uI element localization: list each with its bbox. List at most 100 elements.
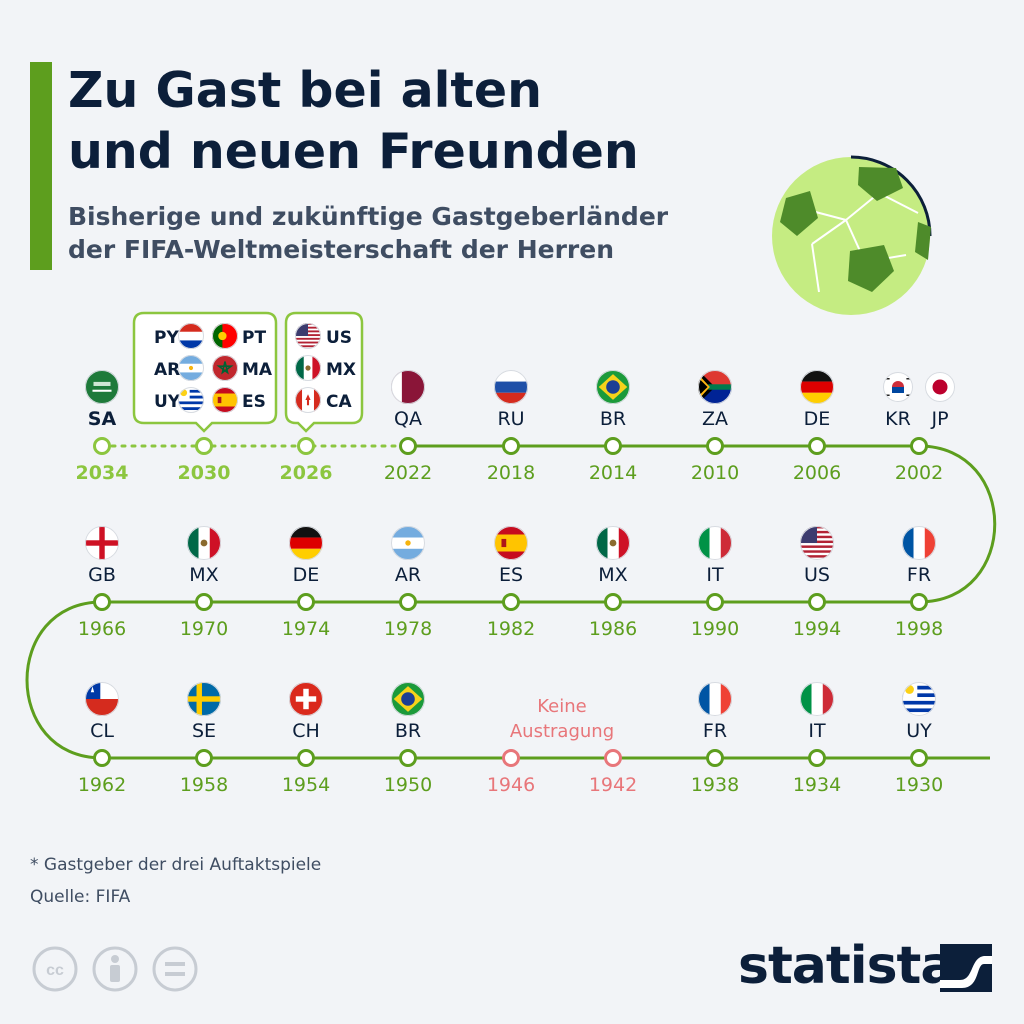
country-code-label: CL xyxy=(90,720,114,742)
timeline-node xyxy=(195,593,213,611)
timeline-entry-1986: 1986 MX xyxy=(589,526,637,640)
year-label: 1954 xyxy=(282,774,330,796)
flag-ch-icon xyxy=(289,682,323,716)
year-label: 2034 xyxy=(76,462,129,484)
country-code-label: JP xyxy=(930,408,948,430)
flag-ru-icon xyxy=(494,370,528,404)
host-code-label: CA xyxy=(326,392,352,412)
source-note: Quelle: FIFA xyxy=(30,887,131,907)
host-code-label: PT xyxy=(242,328,266,348)
timeline-node xyxy=(502,437,520,455)
timeline-entry-1994: 1994 US xyxy=(793,526,841,640)
timeline-node xyxy=(910,437,928,455)
timeline-node xyxy=(910,593,928,611)
flag-de-icon xyxy=(289,526,323,560)
country-code-label: US xyxy=(804,564,830,586)
flag-mx-icon xyxy=(295,355,321,381)
country-code-label: CH xyxy=(292,720,320,742)
flag-uy-icon xyxy=(178,387,204,413)
country-code-label: DE xyxy=(804,408,831,430)
hosts-2030-bubble: PY* PT AR* MA UY* ES xyxy=(132,311,278,433)
timeline-node xyxy=(297,593,315,611)
flag-ma-icon xyxy=(212,355,238,381)
timeline-node xyxy=(297,437,315,455)
timeline-node xyxy=(502,749,520,767)
year-label: 1946 xyxy=(487,774,535,796)
timeline-entry-1934: 1934 IT xyxy=(793,682,841,796)
country-code-label: DE xyxy=(293,564,320,586)
timeline-node xyxy=(297,749,315,767)
country-code-label: FR xyxy=(703,720,727,742)
country-code-label: RU xyxy=(497,408,524,430)
year-label: 2014 xyxy=(589,462,637,484)
country-code-label: IT xyxy=(706,564,724,586)
year-label: 1974 xyxy=(282,618,330,640)
flag-de-icon xyxy=(800,370,834,404)
flag-jp-icon xyxy=(925,372,955,402)
timeline-entry-2026: 2026 xyxy=(280,437,333,484)
license-icons: cc xyxy=(32,946,198,992)
country-code-label: IT xyxy=(808,720,826,742)
year-label: 1994 xyxy=(793,618,841,640)
country-code-label: UY xyxy=(906,720,932,742)
host-entry: PT xyxy=(212,323,266,349)
timeline-entry-1942: 1942 xyxy=(589,749,637,796)
host-entry: US xyxy=(295,323,352,349)
year-label: 1998 xyxy=(895,618,943,640)
year-label: 1966 xyxy=(78,618,126,640)
timeline-node xyxy=(93,437,111,455)
country-code-label: BR xyxy=(600,408,626,430)
flag-it-icon xyxy=(698,526,732,560)
year-label: 2026 xyxy=(280,462,333,484)
year-label: 1950 xyxy=(384,774,432,796)
year-label: 2010 xyxy=(691,462,739,484)
country-code-label: SE xyxy=(192,720,216,742)
host-entry: MA xyxy=(212,355,273,381)
attribution-icon xyxy=(92,946,138,992)
timeline-entry-2034: 2034 SA xyxy=(76,370,129,484)
year-label: 1958 xyxy=(180,774,228,796)
flag-es-icon xyxy=(212,387,238,413)
flag-sa-icon xyxy=(85,370,119,404)
flag-gb-icon xyxy=(85,526,119,560)
timeline-entry-1946: 1946 xyxy=(487,749,535,796)
svg-text:cc: cc xyxy=(46,962,64,979)
timeline-entry-1938: 1938 FR xyxy=(691,682,739,796)
year-label: 1942 xyxy=(589,774,637,796)
timeline-entry-1982: 1982 ES xyxy=(487,526,535,640)
year-label: 1930 xyxy=(895,774,943,796)
timeline-node xyxy=(808,437,826,455)
year-label: 1970 xyxy=(180,618,228,640)
statista-logo: statista xyxy=(738,936,955,996)
flag-uy-icon xyxy=(902,682,936,716)
title-accent-bar xyxy=(30,62,52,270)
timeline-entry-2018: 2018 RU xyxy=(487,370,535,484)
timeline-entry-1950: 1950 BR xyxy=(384,682,432,796)
flag-us-icon xyxy=(295,323,321,349)
year-label: 1938 xyxy=(691,774,739,796)
timeline-node xyxy=(195,749,213,767)
timeline-node xyxy=(604,437,622,455)
timeline-node xyxy=(93,593,111,611)
flag-fr-icon xyxy=(698,682,732,716)
no-derivatives-icon xyxy=(152,946,198,992)
year-label: 2002 xyxy=(895,462,943,484)
timeline-node xyxy=(706,749,724,767)
country-code-label: ZA xyxy=(702,408,728,430)
year-label: 2018 xyxy=(487,462,535,484)
host-entry: PY* xyxy=(154,323,204,349)
timeline-entry-1974: 1974 DE xyxy=(282,526,330,640)
timeline-entry-2002: 2002 KR JP xyxy=(883,372,955,484)
host-entry: ES xyxy=(212,387,266,413)
host-entry: AR* xyxy=(154,355,204,381)
host-code-label: US xyxy=(326,328,352,348)
flag-br-icon xyxy=(391,682,425,716)
country-code-label: AR xyxy=(395,564,421,586)
flag-fr-icon xyxy=(902,526,936,560)
flag-es-icon xyxy=(494,526,528,560)
timeline-entry-1998: 1998 FR xyxy=(895,526,943,640)
timeline-node xyxy=(808,749,826,767)
country-code-label: BR xyxy=(395,720,421,742)
timeline-node xyxy=(808,593,826,611)
